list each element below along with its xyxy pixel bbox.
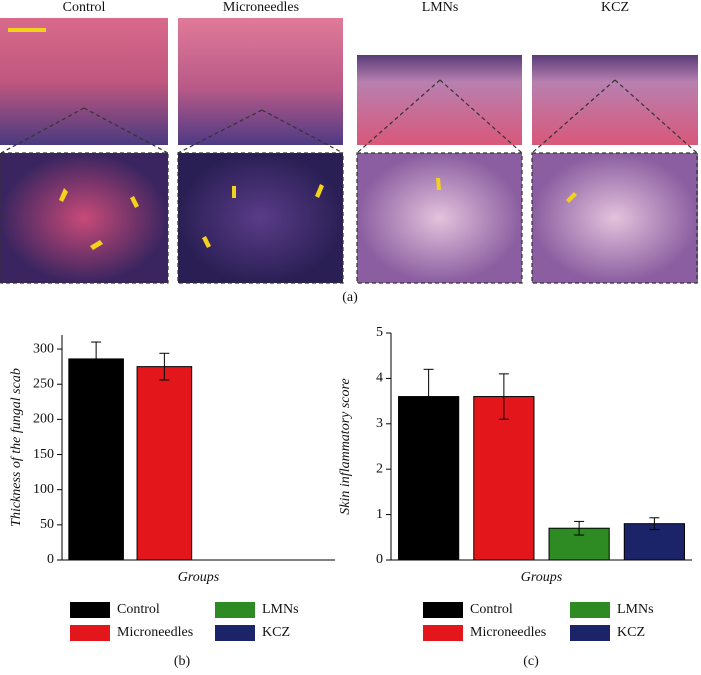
image xyxy=(178,18,343,145)
image xyxy=(532,55,698,145)
legend-label: Microneedles xyxy=(470,625,546,640)
y-tick-label: 4 xyxy=(376,371,383,386)
image xyxy=(0,18,168,145)
legend-label: Control xyxy=(470,602,513,617)
y-tick-label: 200 xyxy=(33,412,54,427)
image-label: LMNs xyxy=(422,0,459,15)
zoom-frame xyxy=(531,152,698,284)
scale-bar xyxy=(8,28,46,32)
bar xyxy=(136,366,193,561)
y-tick-label: 5 xyxy=(376,325,383,340)
y-axis-label: Skin inflammatory score xyxy=(338,378,353,514)
panel-label: (a) xyxy=(342,290,358,305)
y-tick-label: 150 xyxy=(33,447,54,462)
zoom-frame xyxy=(177,152,344,284)
zoom-frame xyxy=(356,152,523,284)
y-tick-label: 0 xyxy=(376,552,383,567)
legend-swatch xyxy=(570,602,610,618)
y-tick-label: 50 xyxy=(40,517,54,532)
x-axis-label: Groups xyxy=(178,570,220,585)
legend-swatch xyxy=(70,625,110,641)
y-tick-label: 3 xyxy=(376,416,383,431)
arrows xyxy=(59,178,577,250)
image xyxy=(178,153,343,283)
legend-label: KCZ xyxy=(617,625,645,640)
legend-swatch xyxy=(215,602,255,618)
image xyxy=(357,55,522,145)
legend-swatch xyxy=(70,602,110,618)
legend-swatch xyxy=(215,625,255,641)
image-label: KCZ xyxy=(601,0,629,15)
bar xyxy=(473,396,535,561)
panel-label: (c) xyxy=(523,654,539,669)
legend-label: Microneedles xyxy=(117,625,193,640)
image xyxy=(532,153,698,283)
panel-label: (b) xyxy=(174,654,191,669)
image-label: Microneedles xyxy=(223,0,299,15)
legend-swatch xyxy=(423,625,463,641)
zoom-lines xyxy=(0,79,698,154)
labels: Control Microneedles LMNs KCZ (a) (b) (c… xyxy=(63,0,629,669)
legend-swatch xyxy=(423,602,463,618)
image xyxy=(0,153,168,283)
y-tick-label: 0 xyxy=(47,552,54,567)
bar xyxy=(68,358,124,561)
x-axis-label: Groups xyxy=(521,570,563,585)
y-tick-label: 100 xyxy=(33,482,54,497)
legend-label: LMNs xyxy=(617,602,654,617)
legend-label: Control xyxy=(117,602,160,617)
histology-panel xyxy=(0,18,698,284)
y-axis-label: Thickness of the fungal scab xyxy=(9,368,24,527)
zoom-frame xyxy=(0,152,169,284)
y-tick-label: 300 xyxy=(33,341,54,356)
legend-label: KCZ xyxy=(262,625,290,640)
y-tick-label: 1 xyxy=(376,507,383,522)
legend-swatch xyxy=(570,625,610,641)
y-tick-label: 2 xyxy=(376,461,383,476)
image-label: Control xyxy=(63,0,106,15)
legend-label: LMNs xyxy=(262,602,299,617)
y-tick-label: 250 xyxy=(33,376,54,391)
image xyxy=(357,153,522,283)
